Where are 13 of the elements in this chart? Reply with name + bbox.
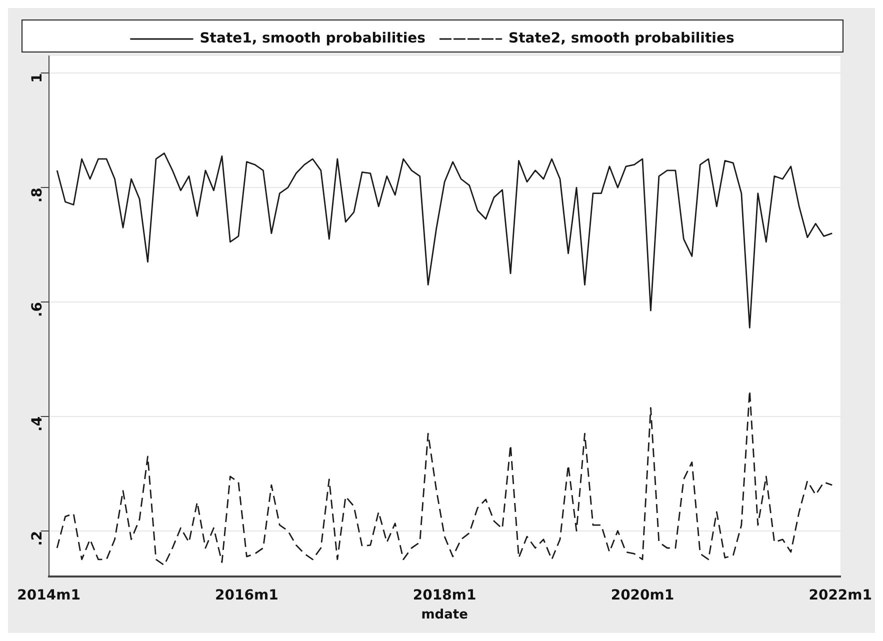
y-tick-label: .4: [29, 416, 46, 432]
x-axis-title: mdate: [421, 608, 468, 623]
legend-label: State1, smooth probabilities: [200, 30, 426, 47]
x-tick-label: 2014m1: [17, 588, 80, 604]
x-tick-label: 2016m1: [215, 588, 278, 604]
y-tick-label: .8: [29, 188, 46, 203]
x-tick-label: 2018m1: [412, 588, 476, 604]
legend-label: State2, smooth probabilities: [508, 30, 734, 47]
y-tick-label: .2: [29, 530, 46, 546]
y-tick-label: 1: [29, 73, 46, 83]
y-tick-label: .6: [29, 302, 46, 318]
x-tick-label: 2022m1: [808, 588, 872, 604]
x-tick-label: 2020m1: [610, 588, 674, 604]
